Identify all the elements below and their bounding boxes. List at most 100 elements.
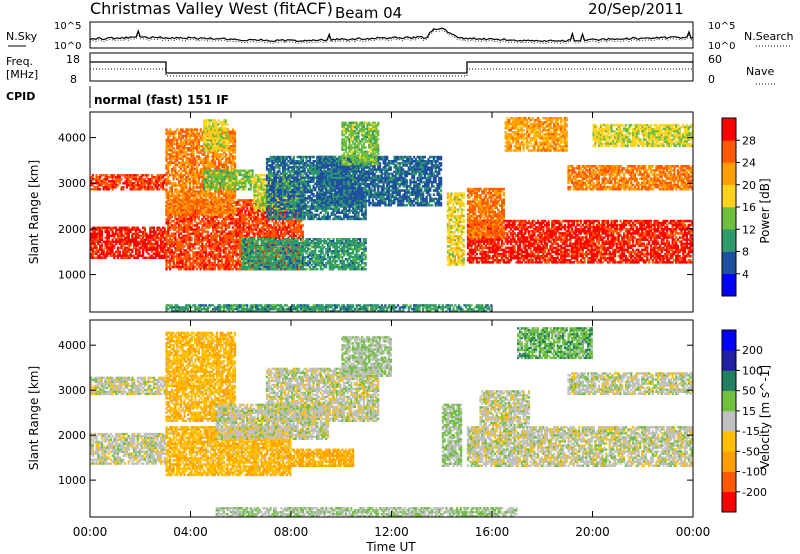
data-cell-band-2 xyxy=(242,203,245,206)
data-cell-band-2 xyxy=(237,222,240,225)
data-cell-band-2 xyxy=(217,249,220,252)
data-cell-band-2 xyxy=(172,228,175,231)
data-cell-band-2 xyxy=(269,232,272,235)
data-cell-band-0 xyxy=(116,240,120,243)
data-cell-band-0 xyxy=(99,234,102,237)
data-cell-band-2 xyxy=(240,236,243,240)
data-cell-band-0 xyxy=(104,240,107,243)
data-cell-band-0 xyxy=(127,242,130,245)
data-cell-band-1 xyxy=(97,188,100,191)
data-cell-band-2 xyxy=(172,255,175,258)
data-cell-band-0 xyxy=(142,254,145,257)
data-cell-band-2 xyxy=(165,240,168,244)
data-cell-band-0 xyxy=(116,236,120,239)
data-cell-band-2 xyxy=(222,220,225,223)
data-cell-band-2 xyxy=(231,215,234,219)
data-cell-band-2 xyxy=(247,228,251,231)
data-cell-band-2 xyxy=(183,238,186,242)
data-cell-band-2 xyxy=(183,263,186,267)
data-cell-band-2 xyxy=(219,255,222,258)
data-cell-band-2 xyxy=(192,245,195,248)
data-cell-band-0 xyxy=(91,240,94,243)
data-cell-band-2 xyxy=(237,203,240,206)
data-cell-band-2 xyxy=(179,215,182,219)
data-cell-band-2 xyxy=(296,236,299,240)
data-cell-band-0 xyxy=(100,250,103,253)
data-cell-band-2 xyxy=(219,213,222,217)
data-cell-band-2 xyxy=(181,213,184,217)
data-cell-band-2 xyxy=(188,245,191,248)
data-cell-band-2 xyxy=(276,228,279,231)
data-cell-band-2 xyxy=(165,257,168,260)
data-cell-band-2 xyxy=(176,217,179,221)
data-cell-band-0 xyxy=(163,230,166,233)
data-cell-band-2 xyxy=(174,265,177,269)
data-cell-band-2 xyxy=(237,209,240,213)
data-cell-band-0 xyxy=(134,242,138,245)
data-cell-band-2 xyxy=(246,209,249,213)
data-cell-band-0 xyxy=(100,226,103,229)
data-cell-band-2 xyxy=(251,224,254,227)
data-cell-band-0 xyxy=(163,226,166,229)
data-cell-band-2 xyxy=(167,247,170,250)
data-cell-band-2 xyxy=(190,217,193,221)
data-cell-band-0 xyxy=(106,226,109,229)
data-cell-band-1 xyxy=(160,176,163,179)
data-cell-band-0 xyxy=(115,242,118,245)
data-cell-band-2 xyxy=(237,230,240,233)
data-cell-band-2 xyxy=(176,240,179,244)
data-cell-band-2 xyxy=(265,236,269,240)
data-cell-band-2 xyxy=(177,236,181,240)
data-cell-band-1 xyxy=(134,184,138,187)
data-cell-band-1 xyxy=(154,176,157,179)
data-cell-band-1 xyxy=(100,180,103,183)
data-cell-band-2 xyxy=(197,261,200,265)
data-cell-band-2 xyxy=(226,267,229,271)
data-cell-band-2 xyxy=(233,240,236,244)
data-cell-band-2 xyxy=(213,234,216,238)
data-cell-band-0 xyxy=(99,226,102,229)
data-cell-band-0 xyxy=(97,226,100,229)
data-cell-band-0 xyxy=(99,228,102,231)
data-cell-band-2 xyxy=(194,217,197,221)
data-cell-band-0 xyxy=(100,246,103,249)
data-cell-band-2 xyxy=(283,230,286,233)
data-cell-band-0 xyxy=(136,236,139,239)
data-cell-band-1 xyxy=(120,174,123,177)
data-cell-band-2 xyxy=(287,236,290,240)
data-cell-band-2 xyxy=(258,209,261,213)
data-cell-band-2 xyxy=(181,251,184,254)
data-cell-band-0 xyxy=(99,244,102,247)
data-cell-band-1 xyxy=(111,184,114,187)
data-cell-band-0 xyxy=(142,244,145,247)
data-cell-band-0 xyxy=(95,252,98,255)
data-cell-band-2 xyxy=(199,249,202,252)
data-cell-band-0 xyxy=(161,232,164,235)
data-cell-band-2 xyxy=(249,209,252,213)
data-cell-band-2 xyxy=(235,207,238,210)
data-cell-band-0 xyxy=(147,248,150,251)
data-cell-band-1 xyxy=(147,180,150,183)
data-cell-band-1 xyxy=(106,184,109,187)
data-cell-band-2 xyxy=(208,222,211,225)
data-cell-band-2 xyxy=(179,236,182,240)
data-cell-band-2 xyxy=(195,263,199,267)
data-cell-band-0 xyxy=(151,242,154,245)
data-cell-band-2 xyxy=(217,240,220,244)
data-cell-band-1 xyxy=(102,174,105,177)
data-cell-band-0 xyxy=(118,228,121,231)
data-cell-band-2 xyxy=(280,232,283,235)
data-cell-band-1 xyxy=(149,180,152,183)
data-cell-band-2 xyxy=(237,217,240,221)
data-cell-band-2 xyxy=(195,215,199,219)
data-cell-band-2 xyxy=(224,247,227,250)
data-cell-band-2 xyxy=(244,224,247,227)
data-cell-band-1 xyxy=(133,182,136,185)
data-cell-band-2 xyxy=(190,263,193,267)
data-cell-band-2 xyxy=(217,226,220,229)
data-cell-band-2 xyxy=(237,242,240,246)
data-cell-band-2 xyxy=(240,199,243,202)
data-cell-band-2 xyxy=(199,251,202,254)
data-cell-band-2 xyxy=(213,255,216,258)
data-cell-band-0 xyxy=(149,230,152,233)
